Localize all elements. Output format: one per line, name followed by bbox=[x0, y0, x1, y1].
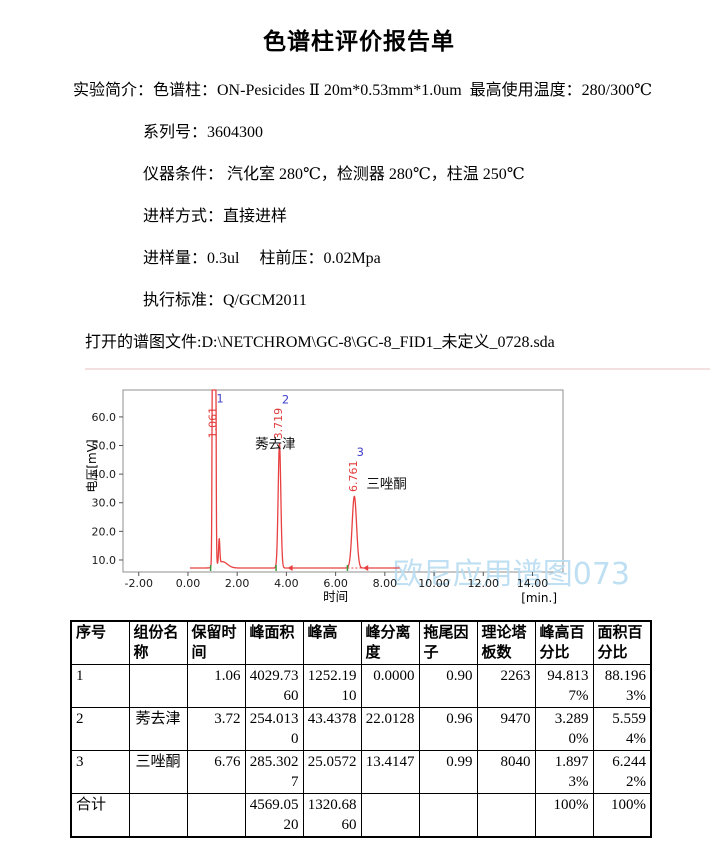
table-cell: 1252.1910 bbox=[302, 664, 362, 708]
table-cell: 0.96 bbox=[418, 707, 478, 751]
table-cell: 0.90 bbox=[418, 664, 478, 708]
info-line: 打开的谱图文件:D:\NETCHROM\GC-8\GC-8_FID1_未定义_0… bbox=[85, 334, 555, 351]
table-cell: 13.4147 bbox=[360, 750, 420, 794]
column-header: 拖尾因子 bbox=[418, 620, 478, 665]
table-cell bbox=[360, 793, 420, 838]
peak-rt-label: 1.061 bbox=[207, 407, 220, 439]
table-cell: 9470 bbox=[476, 707, 536, 751]
x-axis-unit: [min.] bbox=[521, 591, 557, 605]
x-tick-label: -2.00 bbox=[125, 577, 153, 590]
table-cell: 94.8137% bbox=[534, 664, 594, 708]
table-cell: 3 bbox=[70, 750, 130, 794]
table-cell: 0.99 bbox=[418, 750, 478, 794]
table-cell bbox=[476, 793, 536, 838]
table-cell: 25.0572 bbox=[302, 750, 362, 794]
table-cell bbox=[128, 664, 188, 708]
table-cell: 254.0130 bbox=[244, 707, 304, 751]
info-line: 系列号：3604300 bbox=[143, 124, 264, 141]
column-header: 峰高百分比 bbox=[534, 620, 594, 665]
table-cell: 285.3027 bbox=[244, 750, 304, 794]
table-cell: 3.72 bbox=[186, 707, 246, 751]
x-tick-label: 2.00 bbox=[225, 577, 250, 590]
x-tick-label: 6.00 bbox=[323, 577, 348, 590]
table-cell: 8040 bbox=[476, 750, 536, 794]
peak-results-table: 序号 组份名称 保留时间 峰面积 峰高 峰分离度 拖尾因子 理论塔板数 峰高百分比 面积百分比 1… bbox=[70, 620, 652, 838]
column-header: 面积百分比 bbox=[592, 620, 652, 665]
y-tick-label: 20.0 bbox=[92, 525, 117, 538]
y-tick-label: 50.0 bbox=[92, 440, 117, 453]
y-tick-label: 10.0 bbox=[92, 554, 117, 567]
table-row: 3 三唑酮 6.76 285.3027 25.0572 13.4147 0.99 8040 1.… bbox=[70, 750, 652, 794]
x-tick-label: 12.00 bbox=[468, 577, 500, 590]
table-header-row: 序号 组份名称 保留时间 峰面积 峰高 峰分离度 拖尾因子 理论塔板数 峰高百分比 面积百分比 bbox=[70, 620, 652, 665]
x-tick-label: 4.00 bbox=[274, 577, 299, 590]
table-cell: 莠去津 bbox=[128, 707, 188, 751]
table-row: 1 1.06 4029.7360 1252.1910 0.0000 0.90 2263 94.… bbox=[70, 664, 652, 708]
table-cell: 2 bbox=[70, 707, 130, 751]
table-cell: 4569.0520 bbox=[244, 793, 304, 838]
table-cell: 100% bbox=[534, 793, 594, 838]
column-header: 组份名称 bbox=[128, 620, 188, 665]
table-row: 合计 4569.0520 1320.6860 100% 100% bbox=[70, 793, 652, 838]
peak-rt-label: 3.719 bbox=[272, 408, 285, 440]
chromatogram-chart: 欧尼应用谱图073 -2.00 0.00 2.00 4.00 6.00 8.00 10.00 1… bbox=[85, 389, 630, 605]
table-cell: 合计 bbox=[70, 793, 130, 838]
info-line: 进样方式：直接进样 bbox=[143, 208, 288, 225]
info-line: 进样量：0.3ul 柱前压：0.02Mpa bbox=[143, 250, 381, 267]
table-cell: 5.5594% bbox=[592, 707, 652, 751]
column-header: 理论塔板数 bbox=[476, 620, 536, 665]
info-line: 仪器条件： 汽化室 280℃，检测器 280℃，柱温 250℃ bbox=[143, 166, 525, 183]
table-cell: 43.4378 bbox=[302, 707, 362, 751]
compound-name-label: 三唑酮 bbox=[366, 476, 407, 492]
table-cell: 88.1963% bbox=[592, 664, 652, 708]
peak-number-label: 3 bbox=[357, 445, 364, 459]
table-cell: 6.76 bbox=[186, 750, 246, 794]
table-cell bbox=[186, 793, 246, 838]
y-axis-label: 电压[mV] bbox=[85, 439, 99, 492]
table-cell: 1320.6860 bbox=[302, 793, 362, 838]
x-tick-label: 0.00 bbox=[176, 577, 201, 590]
peak-end-marker bbox=[287, 564, 293, 571]
peak-number-label: 2 bbox=[282, 393, 289, 407]
table-cell: 2263 bbox=[476, 664, 536, 708]
info-line: 执行标准：Q/GCM2011 bbox=[143, 292, 307, 309]
table-cell: 1.06 bbox=[186, 664, 246, 708]
peak-number-label: 1 bbox=[216, 392, 223, 406]
plot-area bbox=[122, 389, 564, 573]
column-header: 峰面积 bbox=[244, 620, 304, 665]
x-axis-label: 时间 bbox=[323, 589, 348, 604]
y-tick-label: 40.0 bbox=[92, 468, 117, 481]
column-header: 峰分离度 bbox=[360, 620, 420, 665]
x-tick-label: 8.00 bbox=[373, 577, 398, 590]
table-cell: 1 bbox=[70, 664, 130, 708]
y-tick-label: 30.0 bbox=[92, 497, 117, 510]
table-cell: 0.0000 bbox=[360, 664, 420, 708]
table-cell bbox=[418, 793, 478, 838]
table-cell: 4029.7360 bbox=[244, 664, 304, 708]
table-row: 2 莠去津 3.72 254.0130 43.4378 22.0128 0.96 9470 3.… bbox=[70, 707, 652, 751]
column-header: 保留时间 bbox=[186, 620, 246, 665]
column-header: 序号 bbox=[70, 620, 130, 665]
table-cell: 6.2442% bbox=[592, 750, 652, 794]
table-cell: 1.8973% bbox=[534, 750, 594, 794]
x-tick-label: 14.00 bbox=[517, 577, 549, 590]
table-cell bbox=[128, 793, 188, 838]
x-tick-label: 10.00 bbox=[418, 577, 450, 590]
info-line: 实验简介：色谱柱：ON-Pesicides Ⅱ 20m*0.53mm*1.0um… bbox=[73, 82, 652, 99]
peak-rt-label: 6.761 bbox=[347, 460, 360, 492]
table-cell: 三唑酮 bbox=[128, 750, 188, 794]
column-header: 峰高 bbox=[302, 620, 362, 665]
y-tick-label: 60.0 bbox=[92, 411, 117, 424]
table-cell: 22.0128 bbox=[360, 707, 420, 751]
peak-end-marker bbox=[363, 564, 369, 571]
page-title: 色谱柱评价报告单 bbox=[263, 28, 455, 54]
chromatogram-panel: 欧尼应用谱图073 -2.00 0.00 2.00 4.00 6.00 8.00 10.00 1… bbox=[85, 368, 710, 614]
watermark: 欧尼应用谱图073 bbox=[393, 557, 630, 592]
table-cell: 3.2890% bbox=[534, 707, 594, 751]
table-cell: 100% bbox=[592, 793, 652, 838]
compound-name-label: 莠去津 bbox=[255, 436, 295, 452]
